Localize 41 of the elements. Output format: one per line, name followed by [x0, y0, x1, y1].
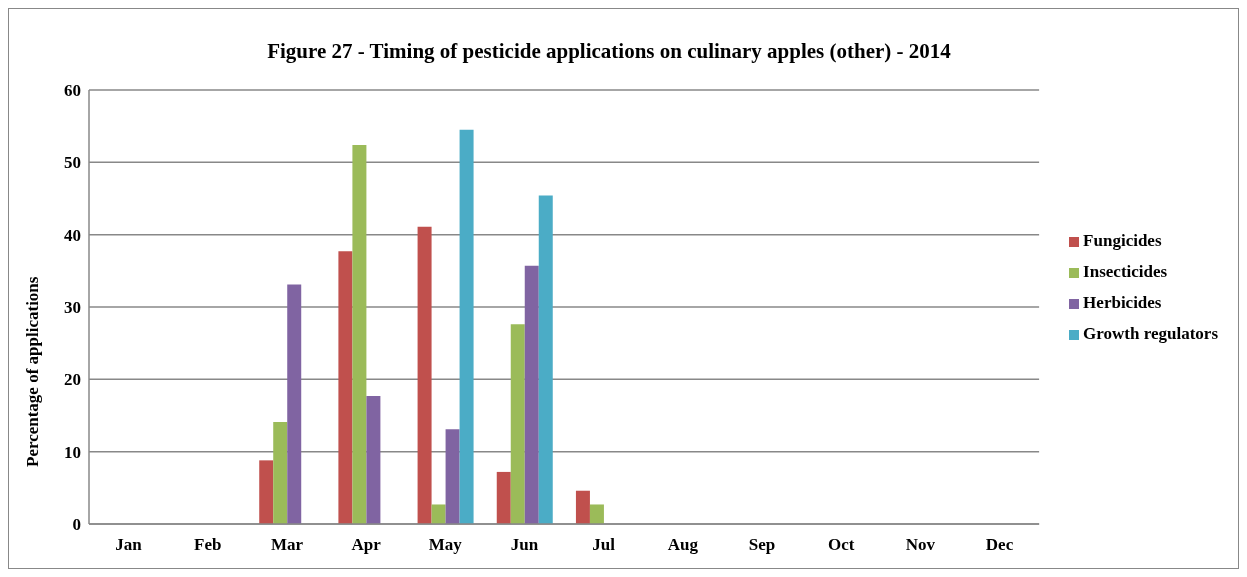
x-tick-label: May	[428, 535, 463, 555]
x-tick-label: Sep	[748, 535, 776, 555]
x-tick-label: Jan	[115, 535, 143, 555]
bar	[352, 144, 367, 524]
legend-label: Herbicides	[1083, 292, 1162, 312]
x-tick-label: Apr	[351, 535, 382, 555]
bar	[338, 251, 353, 524]
x-tick-label: Jun	[510, 535, 539, 555]
y-tick-label: 50	[64, 153, 81, 173]
bar	[445, 429, 460, 524]
x-tick-label: Nov	[905, 535, 936, 555]
legend-label: Fungicides	[1083, 230, 1162, 250]
x-tick-label: Oct	[827, 535, 855, 555]
x-tick-label: Jul	[592, 535, 616, 555]
bar	[459, 129, 474, 524]
x-tick-label: Mar	[270, 535, 304, 555]
y-tick-label: 30	[64, 298, 81, 318]
y-tick-label: 0	[72, 515, 81, 535]
bar	[538, 195, 553, 524]
bar	[273, 422, 288, 524]
y-axis-title: Percentage of applications	[23, 276, 43, 467]
bar	[510, 324, 525, 524]
bar	[575, 490, 590, 524]
bar	[496, 471, 511, 524]
bar	[431, 504, 446, 524]
legend-label: Insecticides	[1083, 261, 1168, 281]
bar	[589, 504, 604, 524]
x-tick-label: Feb	[194, 535, 222, 555]
x-tick-label: Dec	[985, 535, 1014, 555]
y-tick-label: 40	[64, 225, 81, 245]
y-tick-label: 60	[64, 81, 81, 101]
chart-title: Figure 27 - Timing of pesticide applications on culinary apples (other) - 2014	[266, 39, 952, 64]
bar	[259, 460, 274, 524]
bar	[287, 284, 302, 524]
bar	[417, 226, 432, 524]
legend-label: Growth regulators	[1083, 323, 1218, 343]
bar	[524, 265, 539, 524]
y-tick-label: 10	[64, 442, 81, 462]
y-tick-label: 20	[64, 370, 81, 390]
x-tick-label: Aug	[667, 535, 699, 555]
bar	[366, 395, 381, 524]
